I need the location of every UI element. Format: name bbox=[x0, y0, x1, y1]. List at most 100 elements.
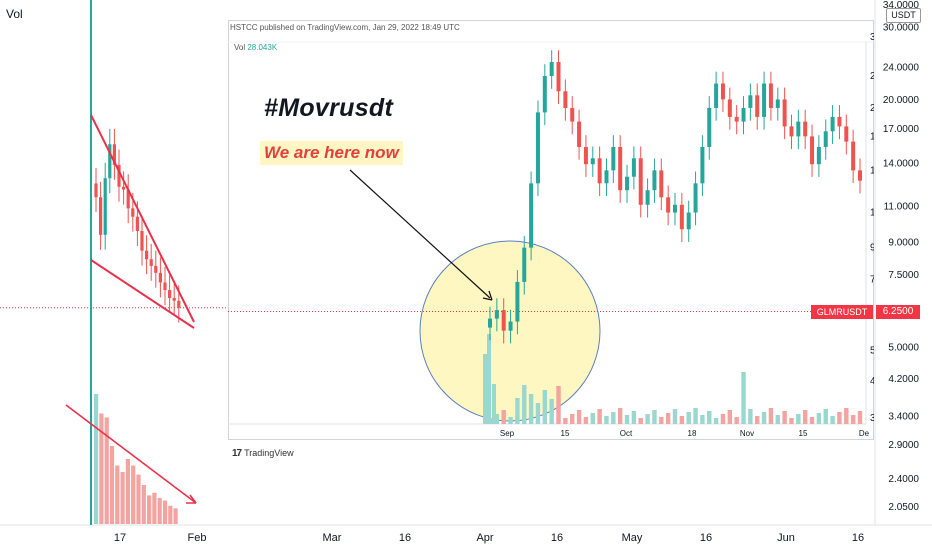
volume-trend-arrowhead bbox=[186, 494, 197, 504]
inset-candle-body bbox=[529, 183, 534, 248]
main-volume-bar bbox=[173, 508, 178, 524]
inset-time-tick-label: 15 bbox=[561, 429, 570, 438]
inset-symbol-tag: GLMRUSDT bbox=[811, 305, 873, 319]
inset-candle-body bbox=[488, 318, 492, 328]
inset-volume-bar bbox=[809, 417, 815, 424]
inset-volume-bar bbox=[487, 334, 491, 424]
inset-volume-bar bbox=[508, 417, 513, 424]
inset-volume-bar bbox=[522, 385, 527, 424]
inset-candle-body bbox=[583, 146, 588, 165]
inset-candle-body bbox=[666, 197, 671, 213]
inset-volume-label: Vol 28.043K bbox=[234, 43, 277, 52]
inset-candle-body bbox=[748, 95, 753, 108]
inset-price-tick-label: 3.4000 bbox=[870, 413, 874, 424]
main-volume-bar bbox=[147, 495, 152, 524]
inset-candle-body bbox=[714, 83, 719, 108]
main-volume-bar bbox=[115, 465, 120, 524]
inset-volume-bar bbox=[830, 416, 835, 424]
time-tick-label: Mar bbox=[323, 532, 342, 544]
main-candle-body bbox=[140, 231, 144, 251]
inset-candle-body bbox=[707, 107, 712, 147]
inset-candle-body bbox=[522, 247, 527, 282]
inset-candle-body bbox=[501, 310, 506, 331]
inset-candle-body bbox=[652, 170, 657, 191]
main-candle-body bbox=[122, 186, 126, 190]
inset-volume-bar bbox=[604, 416, 609, 424]
inset-candle-body bbox=[851, 141, 856, 171]
inset-volume-bar bbox=[761, 412, 767, 424]
inset-candle-body bbox=[618, 146, 623, 191]
inset-candle-body bbox=[837, 116, 842, 127]
pointer-arrow-line bbox=[349, 169, 491, 299]
inset-price-tick-label: 9.0000 bbox=[870, 243, 874, 254]
inset-candle-body bbox=[494, 310, 499, 319]
inset-candle-body bbox=[810, 136, 815, 165]
inset-candle-body bbox=[734, 116, 739, 122]
inset-volume-bar bbox=[707, 411, 712, 424]
main-candle-body bbox=[117, 164, 121, 187]
inset-candle-body bbox=[570, 107, 575, 122]
inset-price-tick-label: 11.0000 bbox=[870, 208, 874, 219]
inset-candle-body bbox=[789, 126, 794, 137]
inset-volume-bar bbox=[727, 410, 733, 424]
inset-volume-bar bbox=[563, 418, 568, 424]
inset-candle-body bbox=[844, 126, 849, 142]
main-candle-body bbox=[163, 282, 167, 291]
inset-candle-body bbox=[597, 158, 602, 184]
main-candle-body bbox=[94, 183, 98, 198]
inset-candle-body bbox=[823, 131, 828, 147]
inset-volume-bar bbox=[850, 415, 856, 424]
inset-volume-bar bbox=[617, 408, 623, 424]
price-tick-label: 17.0000 bbox=[883, 124, 920, 135]
main-volume-bar bbox=[162, 500, 168, 524]
inset-volume-bar bbox=[492, 384, 496, 424]
price-tick-label: 24.0000 bbox=[883, 62, 920, 73]
main-candle-body bbox=[135, 216, 139, 232]
inset-candle-body bbox=[803, 121, 808, 137]
time-tick-label: 16 bbox=[852, 532, 864, 544]
inset-volume-bar bbox=[679, 416, 685, 424]
inset-volume-bar bbox=[768, 408, 774, 424]
price-axis-unit[interactable]: USDT bbox=[886, 8, 921, 23]
main-volume-bar bbox=[94, 394, 99, 524]
main-candle-body bbox=[126, 189, 130, 209]
price-tick-label: 34.0000 bbox=[883, 0, 920, 11]
inset-candle-body bbox=[762, 83, 767, 117]
inset-volume-caption: Vol bbox=[234, 43, 246, 52]
inset-volume-bar bbox=[837, 412, 842, 424]
time-tick-label: 16 bbox=[551, 532, 563, 544]
inset-candle-body bbox=[508, 321, 513, 331]
inset-volume-bar bbox=[542, 390, 548, 424]
inset-volume-bar bbox=[549, 399, 554, 424]
main-volume-bar bbox=[104, 417, 109, 524]
pointer-arrowhead bbox=[482, 290, 493, 301]
inset-volume-bar bbox=[576, 410, 582, 424]
inset-candle-body bbox=[673, 204, 677, 213]
volume-trend-line bbox=[65, 404, 197, 504]
inset-volume-bar bbox=[494, 414, 500, 424]
inset-volume-bar bbox=[483, 354, 487, 424]
inset-time-tick-label: 15 bbox=[799, 429, 808, 438]
price-tick-label: 9.0000 bbox=[888, 238, 919, 249]
annotation-note: We are here now bbox=[260, 141, 403, 165]
time-tick-label: 16 bbox=[700, 532, 712, 544]
price-tick-label: 7.5000 bbox=[888, 270, 919, 281]
main-volume-bar bbox=[109, 446, 115, 524]
inset-candle-body bbox=[686, 212, 691, 230]
inset-volume-bar bbox=[652, 410, 657, 424]
price-tick-label: 2.0500 bbox=[888, 502, 919, 513]
main-candle-body bbox=[103, 178, 107, 235]
main-candle-body bbox=[145, 250, 149, 260]
main-volume-bar bbox=[157, 498, 162, 524]
wedge-upper-line bbox=[90, 114, 195, 323]
annotation-title: #Movrusdt bbox=[264, 94, 394, 122]
inset-volume-bar bbox=[583, 417, 589, 424]
inset-candle-body bbox=[549, 62, 554, 77]
time-tick-label: Jun bbox=[777, 532, 795, 544]
inset-candle-body bbox=[563, 91, 568, 108]
inset-volume-bar bbox=[528, 394, 534, 424]
inset-candle-body bbox=[782, 99, 787, 127]
inset-volume-bar bbox=[755, 416, 760, 424]
inset-candle-body bbox=[590, 158, 595, 165]
time-tick-label: Apr bbox=[476, 532, 493, 544]
